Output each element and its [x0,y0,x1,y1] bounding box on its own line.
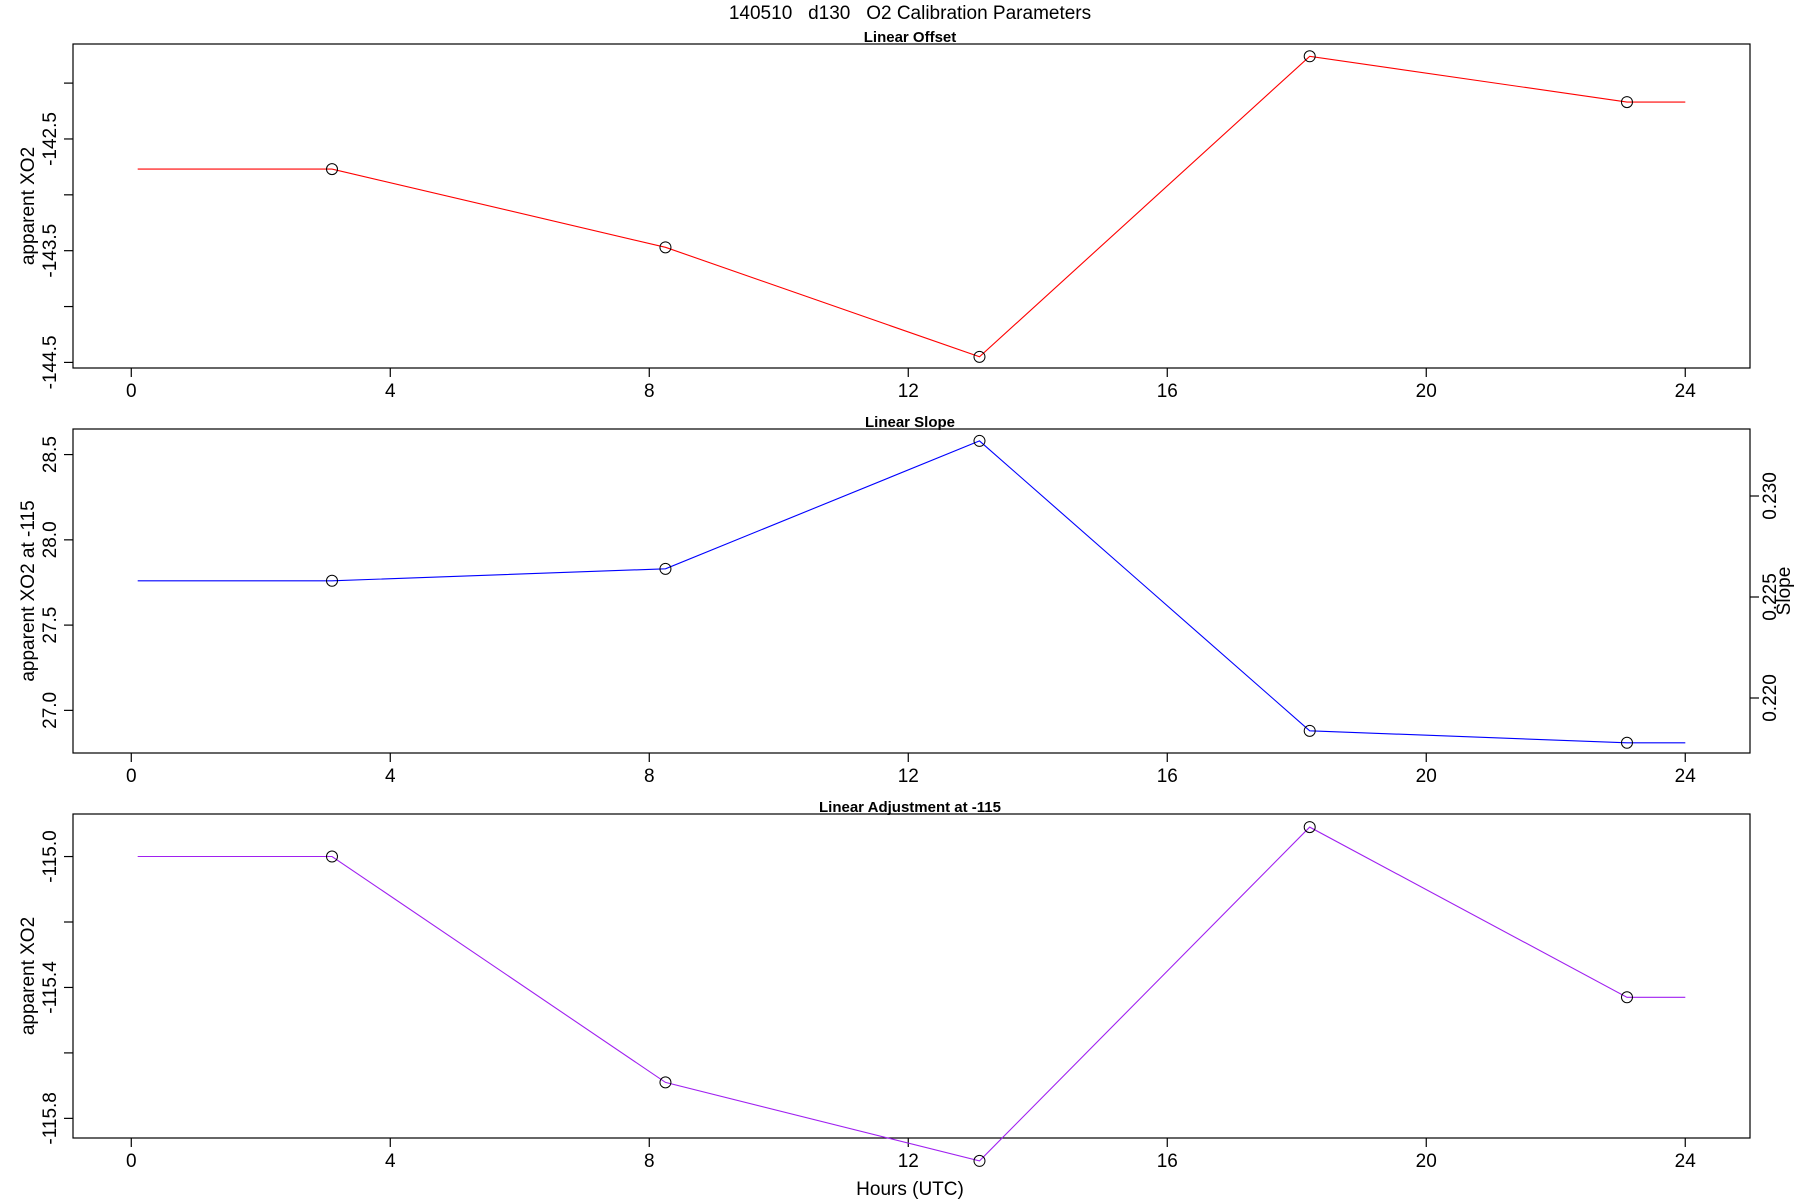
x-tick-label: 4 [385,1151,396,1172]
x-tick-label: 24 [1675,381,1697,402]
x-tick-label: 24 [1675,1151,1697,1172]
panel-linear-offset: Linear Offset 0 4 8 12 16 20 24 -144.5 -143.5 -14… [18,29,1751,402]
data-point [1303,724,1316,737]
data-point [973,1154,986,1167]
data-point [973,350,986,363]
y-tick-label: -142.5 [40,112,61,166]
x-tick-label: 12 [898,381,919,402]
data-point [973,434,986,447]
panel-title: Linear Slope [865,414,955,431]
x-tick-label: 20 [1416,1151,1437,1172]
x-tick-label: 4 [385,381,396,402]
y-axis-label: apparent XO2 at -115 [18,500,39,681]
x-axis-label: Hours (UTC) [856,1179,964,1200]
panel-linear-adjustment: Linear Adjustment at -115 0 4 8 12 16 20 24 -11… [18,799,1751,1172]
data-point [325,850,338,863]
y-right-tick-label: 0.230 [1760,472,1781,520]
y-tick-label: -115.8 [40,1092,61,1144]
x-tick-label: 8 [644,1151,655,1172]
y-tick-label: -143.5 [40,224,61,278]
data-point [1620,991,1633,1004]
data-point [659,562,672,575]
data-point [325,574,338,587]
x-tick-label: 24 [1675,766,1697,787]
y-tick-label: -115.0 [40,830,61,882]
y-tick-label: -115.4 [40,961,61,1014]
figure-title: 140510 d130 O2 Calibration Parameters [729,3,1091,24]
x-tick-label: 0 [126,766,137,787]
x-tick-label: 0 [126,381,137,402]
x-tick-label: 16 [1157,381,1178,402]
y-tick-label: -144.5 [40,335,61,389]
data-point [1303,50,1316,63]
x-tick-label: 4 [385,766,396,787]
data-point [659,241,672,254]
data-point [325,163,338,176]
y-right-tick-label: 0.225 [1760,573,1781,621]
y-tick-label: 28.5 [40,436,61,473]
plot-frame [72,428,1751,754]
plot-frame [72,813,1751,1139]
plot-frame [72,43,1751,369]
y-right-axis-label: Slope [1774,567,1795,616]
y-tick-label: 27.0 [40,692,61,729]
series-line [137,826,1686,1162]
x-tick-label: 8 [644,381,655,402]
data-point [1620,96,1633,109]
x-tick-label: 20 [1416,766,1437,787]
data-point [1620,736,1633,749]
x-tick-label: 16 [1157,1151,1178,1172]
y-right-tick-label: 0.220 [1760,674,1781,722]
x-tick-label: 12 [898,766,919,787]
x-tick-label: 0 [126,1151,137,1172]
panel-linear-slope: Linear Slope 0 4 8 12 16 20 24 27.0 27.5 28.0 28.5… [18,414,1795,787]
series-line [137,440,1686,744]
series-line [137,55,1686,358]
y-tick-label: 27.5 [40,607,61,644]
y-axis-label: apparent XO2 [18,147,39,265]
x-tick-label: 20 [1416,381,1437,402]
x-tick-label: 16 [1157,766,1178,787]
x-tick-label: 12 [898,1151,919,1172]
data-point [659,1076,672,1089]
y-tick-label: 28.0 [40,521,61,558]
panel-title: Linear Offset [864,29,957,46]
data-point [1303,821,1316,834]
x-tick-label: 8 [644,766,655,787]
panel-title: Linear Adjustment at -115 [819,799,1001,816]
y-axis-label: apparent XO2 [18,917,39,1035]
